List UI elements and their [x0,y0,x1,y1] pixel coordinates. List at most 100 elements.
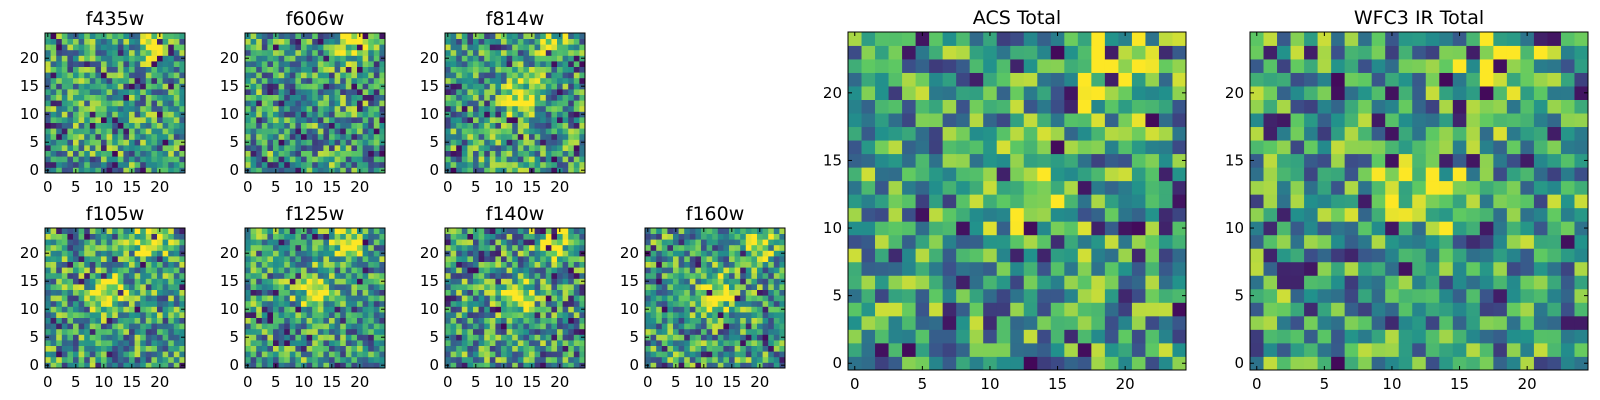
heatmap-cell [123,105,130,112]
heatmap-cell [501,72,507,79]
heatmap-cell [50,261,57,268]
heatmap-cell [289,345,296,352]
y-tick-label: 20 [20,49,39,67]
heatmap-cell [312,100,319,107]
y-tick-label: 20 [420,49,439,67]
heatmap-cell [484,117,491,123]
heatmap-cell [168,267,175,274]
heatmap-cell [545,167,552,174]
heatmap-cell [162,356,169,363]
heatmap-cell [267,317,274,324]
heatmap-cell [84,105,91,112]
heatmap-cell [996,302,1011,317]
heatmap-cell [473,351,479,358]
heatmap-cell [78,38,85,45]
heatmap-cell [112,289,119,296]
heatmap-cell [495,117,502,123]
heatmap-cell [723,323,730,330]
heatmap-cell [1023,153,1038,168]
heatmap-cell [495,89,502,95]
heatmap-cell [56,61,63,67]
heatmap-cell [50,278,57,285]
heatmap-cell [751,356,758,363]
heatmap-cell [73,38,79,45]
heatmap-cell [301,150,307,157]
heatmap-cell [368,278,375,285]
heatmap-cell [684,300,691,307]
heatmap-cell [562,312,569,318]
heatmap-cell [484,145,491,151]
heatmap-cell [106,356,113,363]
heatmap-cell [250,66,257,73]
heatmap-cell [1104,342,1119,357]
heatmap-cell [140,351,147,358]
heatmap-cell [312,233,319,240]
heatmap-cell [956,153,971,168]
heatmap-cell [484,77,491,84]
heatmap-cell [461,77,468,84]
heatmap-cell [84,61,91,67]
heatmap-cell [523,44,530,51]
heatmap-cell [942,261,957,276]
heatmap-cell [368,306,375,313]
heatmap-cell [250,284,257,290]
heatmap-cell [456,272,463,279]
heatmap-cell [701,334,707,341]
heatmap-cell [357,351,363,358]
heatmap-cell [112,72,119,79]
heatmap-cell [368,55,375,62]
heatmap-cell [368,250,375,257]
heatmap-cell [117,66,124,73]
heatmap-cell [351,328,358,335]
heatmap-cell [295,44,302,51]
heatmap-cell [134,117,141,123]
heatmap-cell [568,356,575,363]
heatmap-cell [456,77,463,84]
heatmap-cell [456,295,463,302]
heatmap-cell [723,244,730,251]
heatmap-cell [1158,221,1173,236]
heatmap-cell [456,362,463,369]
heatmap-cell [50,122,57,129]
heatmap-cell [1104,234,1119,249]
heatmap-cell [456,145,463,151]
heatmap-cell [706,284,713,290]
heatmap-cell [345,312,352,318]
heatmap-cell [551,100,558,107]
heatmap-cell [117,139,124,146]
heatmap-cell [312,334,319,341]
heatmap-cell [357,72,363,79]
heatmap-cell [67,323,74,330]
heatmap-cell [129,133,135,140]
heatmap-cell [45,100,51,107]
heatmap-cell [340,345,347,352]
heatmap-cell [179,44,186,51]
heatmap-cell [461,334,468,341]
heatmap-cell [745,312,752,318]
heatmap-cell [145,340,152,346]
heatmap-cell [473,66,479,73]
heatmap-cell [123,150,130,157]
heatmap-cell [373,133,380,140]
heatmap-cell [495,239,502,246]
heatmap-cell [461,340,468,346]
heatmap-cell [56,340,63,346]
heatmap-cell [729,351,735,358]
x-tick-label: 5 [471,373,481,391]
heatmap-cell [312,306,319,313]
heatmap-cell [969,234,984,249]
heatmap-cell [95,334,102,341]
heatmap-cell [61,49,68,56]
heatmap-cell [1131,194,1146,209]
heatmap-cell [351,317,358,324]
heatmap-cell [67,133,74,140]
heatmap-cell [351,128,358,135]
heatmap-cell [373,55,380,62]
heatmap-cell [351,250,358,257]
heatmap-cell [351,33,358,39]
heatmap-cell [351,351,358,358]
heatmap-cell [345,44,352,51]
heatmap-cell [340,150,347,157]
heatmap-cell [89,250,96,257]
heatmap-cell [289,244,296,251]
